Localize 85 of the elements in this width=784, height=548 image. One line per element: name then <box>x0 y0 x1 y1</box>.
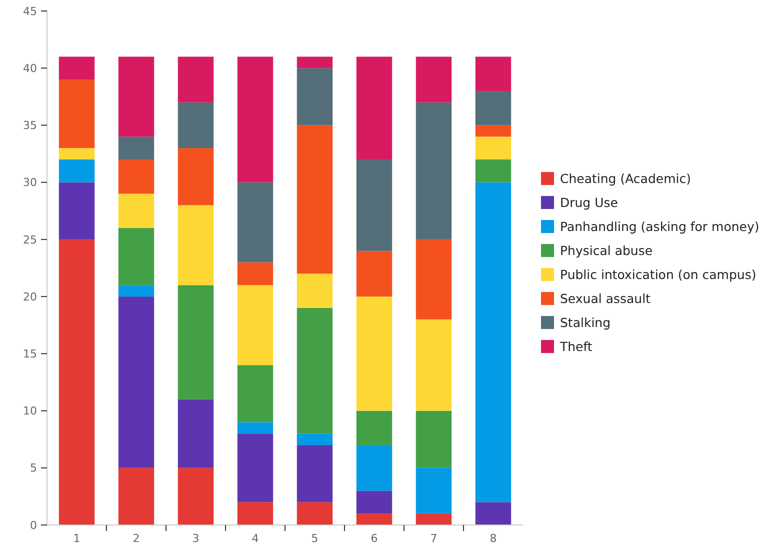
bar <box>237 285 274 366</box>
y-tick-label: 5 <box>30 462 37 475</box>
bar <box>237 422 274 434</box>
bar <box>296 308 333 434</box>
bar <box>58 239 95 525</box>
y-tick-label: 10 <box>23 404 37 418</box>
x-tick-label: 1 <box>73 532 80 545</box>
bar <box>475 90 512 126</box>
bar <box>475 159 512 182</box>
bar <box>58 182 95 240</box>
bar <box>178 102 214 148</box>
y-tick-label: 15 <box>23 348 37 361</box>
bar <box>296 445 333 502</box>
bar <box>237 365 274 422</box>
bar <box>178 285 214 400</box>
bar <box>178 399 214 468</box>
bar <box>356 296 392 411</box>
bar <box>416 410 452 468</box>
bar <box>475 125 512 137</box>
bar <box>356 410 392 446</box>
bar <box>475 502 512 525</box>
bar <box>58 159 95 182</box>
bar <box>178 148 214 206</box>
bar <box>475 136 512 160</box>
bar <box>118 228 154 286</box>
y-tick-label: 20 <box>23 290 37 304</box>
bar <box>178 205 214 286</box>
x-tick-label: 7 <box>430 532 438 545</box>
legend-label: Cheating (Academic) <box>560 170 691 186</box>
bar <box>296 434 333 446</box>
bar <box>178 468 214 525</box>
bar <box>416 102 452 240</box>
bar <box>237 56 274 182</box>
bar <box>296 274 333 308</box>
bar <box>178 56 214 102</box>
bar <box>237 502 274 525</box>
bar <box>118 468 154 525</box>
bar <box>296 56 333 68</box>
legend-label: Panhandling (asking for money) <box>560 218 760 234</box>
legend-label: Sexual assault <box>560 290 651 306</box>
legend-label: Stalking <box>560 314 611 330</box>
bar <box>356 250 392 297</box>
bar <box>356 159 392 251</box>
bar <box>58 56 95 80</box>
legend-label: Drug Use <box>560 194 618 210</box>
bar <box>475 182 512 502</box>
x-tick-label: 2 <box>132 532 140 545</box>
bar <box>416 239 452 320</box>
bar <box>58 148 95 160</box>
bar <box>416 514 452 525</box>
bar <box>118 296 154 468</box>
bar <box>416 56 452 102</box>
bar <box>118 194 154 228</box>
bar <box>58 80 95 148</box>
bar <box>416 319 452 411</box>
bar <box>118 285 154 297</box>
bar <box>237 262 274 286</box>
x-tick-label: 5 <box>311 532 318 545</box>
bar <box>356 445 392 491</box>
bar <box>356 490 392 514</box>
y-tick-label: 0 <box>30 518 37 532</box>
legend-label: Public intoxication (on campus) <box>560 266 756 282</box>
bar <box>416 468 452 514</box>
x-tick-label: 8 <box>490 532 497 545</box>
legend-label: Physical abuse <box>560 242 653 258</box>
bar <box>296 502 333 525</box>
bar <box>237 434 274 502</box>
bar <box>296 125 333 274</box>
bar <box>356 514 392 525</box>
bar <box>296 68 333 126</box>
x-tick-label: 3 <box>192 532 200 545</box>
x-tick-label: 6 <box>370 532 378 545</box>
bar <box>475 56 512 91</box>
y-tick-label: 25 <box>23 233 37 246</box>
bar <box>118 56 154 137</box>
y-tick-label: 40 <box>23 62 37 75</box>
y-tick-label: 35 <box>23 119 37 132</box>
y-tick-label: 30 <box>23 176 37 190</box>
legend-label: Theft <box>559 338 592 354</box>
y-tick-label: 45 <box>23 4 37 18</box>
bar <box>237 182 274 262</box>
bar <box>118 136 154 160</box>
bar <box>356 56 392 160</box>
x-tick-label: 4 <box>252 532 259 545</box>
bar <box>118 159 154 194</box>
